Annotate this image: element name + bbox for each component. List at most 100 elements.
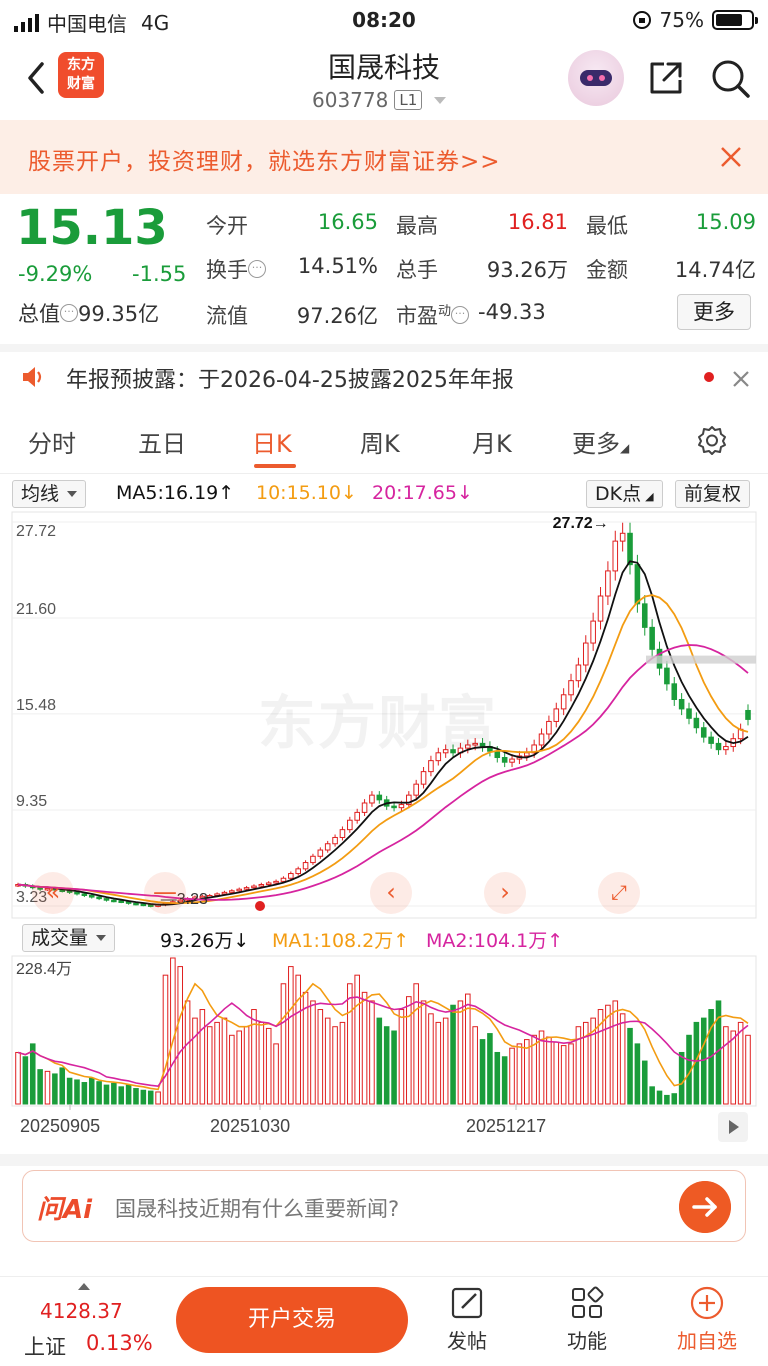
close-icon[interactable] (716, 142, 746, 172)
volume-bar (133, 1088, 139, 1105)
candle-body (708, 736, 714, 744)
max-price-label: 27.72→ (553, 515, 609, 532)
min-price-label: —3.23 (161, 891, 208, 908)
volume-bar (465, 993, 471, 1105)
y-tick-label: 3.23 (16, 889, 47, 906)
announcement-text[interactable]: 年报预披露：于2026-04-25披露2025年年报 (66, 368, 514, 393)
index-name[interactable]: 上证 (24, 1335, 66, 1359)
signal-icon (14, 13, 39, 32)
open-account-trade-button[interactable]: 开户交易 (176, 1287, 408, 1353)
high-label: 最高 (396, 214, 438, 238)
tab-five-day[interactable]: 五日 (138, 430, 186, 458)
rewind-button[interactable]: « (32, 872, 74, 914)
stock-code[interactable]: 603778 L1 (312, 88, 447, 112)
promo-banner[interactable]: 股票开户，投资理财，就选东方财富证券>> (0, 120, 768, 194)
change-amount: -1.55 (132, 262, 187, 286)
volume-bar (450, 1004, 456, 1105)
candle-body (406, 794, 412, 806)
candle-body (634, 564, 641, 605)
info-icon[interactable]: ··· (60, 304, 78, 322)
search-icon[interactable] (708, 56, 752, 100)
close-icon[interactable] (730, 368, 752, 390)
volume-bar (310, 1000, 316, 1105)
tab-weekly-k[interactable]: 周K (360, 430, 400, 458)
volume-bar (206, 1026, 213, 1105)
ai-question-box[interactable]: 问Ai 国晟科技近期有什么重要新闻? (22, 1170, 746, 1242)
low-value: 15.09 (695, 210, 756, 234)
candle-body (243, 887, 250, 890)
candle-body (339, 829, 346, 838)
ai-question-text[interactable]: 国晟科技近期有什么重要新闻? (115, 1197, 400, 1221)
float-cap-value: 97.26亿 (296, 304, 378, 328)
volume-bar (531, 1034, 537, 1105)
index-value[interactable]: 4128.37 (40, 1299, 123, 1323)
info-icon[interactable]: ··· (248, 260, 266, 278)
info-icon[interactable]: ··· (451, 306, 470, 324)
candle-body (229, 890, 235, 893)
bottom-toolbar: 4128.37 上证 0.13% 开户交易 发帖 功能 加自选 (0, 1276, 768, 1366)
candle-body (317, 849, 324, 857)
post-button[interactable]: 发帖 (422, 1285, 512, 1354)
volume-bar (737, 1021, 744, 1105)
candle-body (538, 733, 545, 746)
volume-bar (221, 1017, 228, 1105)
volume-bar (199, 1009, 206, 1105)
back-arrow-icon[interactable] (22, 58, 52, 98)
adjust-select[interactable]: 前复权 (675, 480, 751, 508)
tab-more[interactable]: 更多◢ (572, 430, 630, 458)
candle-body (332, 836, 338, 845)
indicator-select[interactable]: 均线 (12, 480, 87, 508)
dk-point-select[interactable]: DK点 ◢ (586, 480, 663, 508)
float-cap-label: 流值 (206, 304, 248, 328)
next-button[interactable]: › (484, 872, 526, 914)
candle-body (546, 720, 552, 735)
x-tick-label: 20251217 (466, 1116, 546, 1136)
volume-bar (15, 1051, 21, 1105)
volume-bar (627, 1027, 633, 1105)
candlestick-chart[interactable]: 27.72 21.60 15.48 9.35 3.23 27.72→ —3.23 (0, 510, 768, 920)
tab-intraday[interactable]: 分时 (28, 430, 76, 458)
fullscreen-button[interactable]: ⤢ (598, 872, 640, 914)
ai-assistant-avatar[interactable] (568, 50, 624, 106)
divider (0, 1154, 768, 1166)
volume-bar (560, 1045, 567, 1105)
candle-body (302, 862, 309, 870)
volume-bar (317, 1009, 324, 1105)
zoom-out-button[interactable]: — (144, 872, 186, 914)
candle-body (671, 683, 678, 700)
eastmoney-logo[interactable]: 东方 财富 (58, 52, 104, 98)
vol-ma2-line (17, 996, 749, 1088)
price-band (646, 655, 756, 664)
arrow-right-icon[interactable] (679, 1181, 731, 1233)
settings-icon[interactable] (696, 424, 728, 456)
add-watchlist-button[interactable]: 加自选 (662, 1285, 752, 1354)
battery-percent: 75% (659, 8, 704, 32)
candle-body (531, 744, 537, 754)
candle-body (376, 794, 383, 801)
y-tick-label: 9.35 (16, 793, 47, 810)
candle-body (265, 882, 272, 886)
tab-monthly-k[interactable]: 月K (472, 430, 512, 458)
volume-bar (634, 1043, 641, 1105)
turnover-label: 换手 ··· (206, 254, 266, 284)
vol-ma1-value: MA1:108.2万↑ (272, 930, 410, 952)
volume-bar (376, 1017, 383, 1105)
volume-chart[interactable]: 228.4万 20250905 20251030 20251217 (0, 954, 768, 1154)
announcement-row[interactable]: 年报预披露：于2026-04-25披露2025年年报 (0, 352, 768, 408)
candle-body (354, 811, 360, 821)
volume-bar (243, 1026, 250, 1105)
promo-text[interactable]: 股票开户，投资理财，就选东方财富证券>> (28, 149, 501, 175)
open-label: 今开 (206, 214, 248, 238)
prev-button[interactable]: ‹ (370, 872, 412, 914)
tab-daily-k[interactable]: 日K (252, 430, 292, 458)
function-button[interactable]: 功能 (542, 1285, 632, 1354)
index-change[interactable]: 0.13% (86, 1331, 153, 1355)
volume-bar (671, 1093, 678, 1105)
candle-body (641, 603, 648, 628)
volume-bar (81, 1082, 88, 1105)
candle-body (605, 570, 611, 597)
candle-body (88, 894, 95, 898)
volume-indicator-select[interactable]: 成交量 (22, 924, 116, 952)
more-button[interactable]: 更多 (677, 294, 751, 330)
share-icon[interactable] (644, 56, 688, 100)
